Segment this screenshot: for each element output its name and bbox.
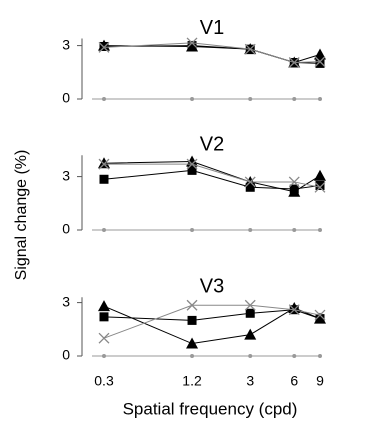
marker-cross [98,41,110,53]
marker-square [187,41,197,51]
marker-cross [186,37,198,49]
marker-square [187,315,197,325]
x-tick-label: 1.2 [182,373,202,389]
y-tick-label: 3 [62,167,70,183]
zero-dot [190,228,195,232]
marker-square [245,182,255,192]
x-tick-label: 6 [290,373,298,389]
zero-dot [102,354,106,358]
marker-cross [244,176,256,188]
zero-dot [248,97,253,101]
marker-square [315,58,325,68]
marker-cross [244,43,256,55]
zero-dot [318,97,322,101]
marker-cross [186,158,198,170]
marker-square [99,312,109,322]
marker-square [315,181,325,190]
marker-cross [288,57,300,68]
y-tick-label: 0 [62,90,70,106]
series-line [103,309,321,321]
marker-cross [98,332,110,344]
y-tick-label: 3 [62,293,70,309]
marker-cross [314,309,326,321]
zero-dot [102,97,106,101]
panel-title: V2 [200,134,224,156]
x-tick-label: 3 [246,373,254,389]
zero-dot [248,228,253,232]
y-tick-label: 0 [62,347,70,363]
zero-dot [292,228,297,232]
marker-square [187,165,197,175]
zero-dot [190,354,195,358]
marker-cross [186,299,198,311]
panel-title: V1 [200,17,224,39]
y-tick-label: 3 [62,36,70,52]
marker-square [315,314,325,324]
marker-cross [288,304,300,316]
x-tick-label: 0.3 [94,373,114,389]
x-tick-label: 9 [316,373,324,389]
series-line [103,169,321,190]
marker-triangle [244,328,257,340]
marker-triangle [314,169,326,181]
zero-dot [318,228,322,232]
zero-dot [318,354,322,358]
zero-dot [292,354,297,358]
marker-cross [314,56,326,68]
marker-square [245,308,255,318]
marker-triangle [98,157,110,169]
panel-title: V3 [200,276,224,298]
marker-triangle [186,337,199,349]
series-line [103,42,321,64]
marker-cross [314,181,326,193]
marker-triangle [98,300,110,312]
y-axis-label: Signal change (%) [13,150,30,281]
marker-square [99,174,109,184]
marker-cross [244,299,256,311]
marker-cross [288,176,300,188]
marker-cross [98,158,110,170]
zero-dot [102,228,106,232]
zero-dot [248,354,253,358]
x-axis-label: Spatial frequency (cpd) [123,399,298,418]
zero-dot [292,97,297,101]
marker-square [289,184,299,194]
series-line [103,305,321,345]
marker-triangle [314,48,326,60]
zero-dot [190,97,195,101]
y-tick-label: 0 [62,221,70,237]
